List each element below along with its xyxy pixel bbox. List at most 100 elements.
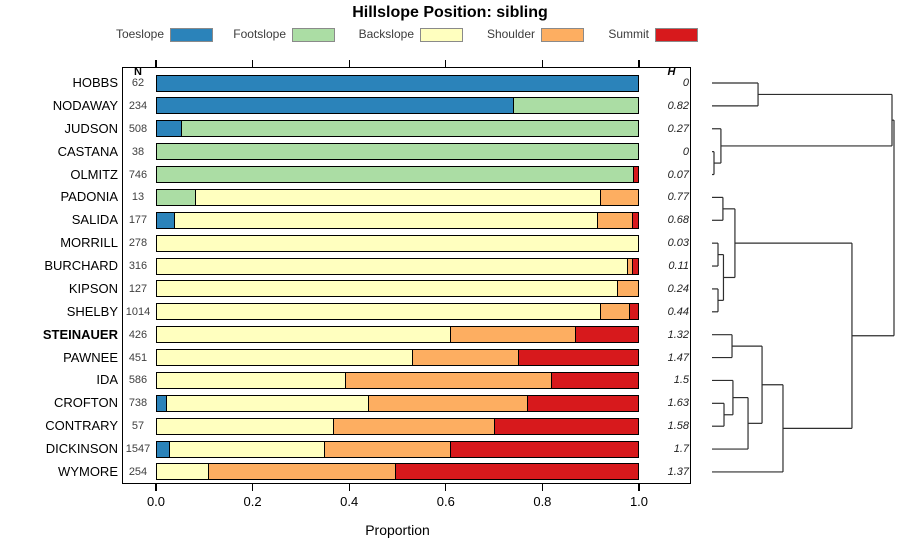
bar-segment-backslope (157, 304, 600, 320)
n-value: 177 (128, 214, 148, 227)
h-value: 0.44 (667, 305, 689, 318)
bar-segment-summit (551, 372, 638, 388)
row-label: KIPSON (68, 280, 118, 296)
n-value: 234 (128, 99, 148, 112)
bar-segment-summit (395, 464, 638, 480)
row-label: PAWNEE (63, 349, 118, 365)
bar (156, 188, 639, 206)
bar-segment-toeslope (157, 212, 174, 228)
row-label: CROFTON (53, 395, 118, 411)
row-label: SHELBY (66, 303, 118, 319)
axis-tick-label: 0.0 (146, 494, 166, 509)
bar (156, 440, 639, 458)
axis-tick-label: 1.0 (629, 494, 649, 509)
n-value: 13 (131, 191, 145, 204)
row-label: MORRILL (60, 235, 118, 251)
bar-segment-shoulder (616, 281, 638, 297)
row-label: SALIDA (71, 212, 118, 228)
bar-segment-shoulder (597, 212, 633, 228)
bar (156, 326, 639, 344)
n-value: 254 (128, 465, 148, 478)
row-label: STEINAUER (42, 326, 118, 342)
bar (156, 349, 639, 367)
bar-segment-shoulder (626, 258, 633, 274)
bar (156, 74, 639, 92)
legend-swatch (541, 28, 584, 42)
row-label: HOBBS (72, 75, 118, 90)
bar (156, 417, 639, 435)
legend-label: Footslope (233, 27, 286, 41)
bar (156, 463, 639, 481)
row-label: NODAWAY (52, 97, 118, 113)
h-value: 0.77 (667, 191, 689, 204)
x-axis-label: Proportion (365, 522, 430, 538)
bar-segment-backslope (157, 281, 617, 297)
bar-segment-backslope (157, 418, 334, 434)
h-value: 1.63 (667, 397, 689, 410)
h-value: 0.03 (667, 237, 689, 250)
bar-segment-footslope (157, 144, 638, 160)
bar-segment-shoulder (207, 464, 396, 480)
bar-segment-footslope (181, 121, 638, 137)
bar (156, 371, 639, 389)
axis-tick-top (252, 60, 254, 67)
bar-segment-shoulder (333, 418, 494, 434)
bar (156, 120, 639, 138)
bar-segment-backslope (157, 327, 451, 343)
bar-segment-shoulder (599, 304, 629, 320)
axis-tick-top (638, 60, 640, 67)
bar-segment-summit (628, 304, 638, 320)
bar-segment-summit (493, 418, 638, 434)
axis-tick-label: 0.6 (436, 494, 455, 509)
bar-segment-backslope (157, 464, 208, 480)
axis-tick-bottom (638, 484, 640, 491)
n-value: 316 (128, 260, 148, 273)
axis-tick-top (348, 60, 350, 67)
axis-tick-bottom (155, 484, 157, 491)
chart-title: Hillslope Position: sibling (352, 4, 548, 21)
bar (156, 166, 639, 184)
bar-segment-summit (575, 327, 638, 343)
h-value: 0.82 (667, 99, 689, 112)
plot-box (122, 67, 691, 484)
bar-segment-toeslope (157, 75, 638, 91)
bar (156, 97, 639, 115)
axis-tick-bottom (348, 484, 350, 491)
n-value: 1014 (125, 305, 151, 318)
row-label: IDA (96, 372, 118, 388)
row-label: JUDSON (64, 120, 118, 136)
bar-segment-shoulder (599, 189, 638, 205)
bar-segment-backslope (157, 235, 638, 251)
h-value: 1.47 (667, 351, 689, 364)
bar-segment-shoulder (368, 395, 527, 411)
row-label: OLMITZ (70, 166, 118, 182)
h-value: 1.5 (673, 374, 689, 387)
bar-segment-backslope (166, 395, 369, 411)
legend-label: Shoulder (486, 27, 535, 41)
legend-swatch (420, 28, 463, 42)
n-value: 1547 (125, 443, 151, 456)
bar-segment-backslope (157, 372, 345, 388)
axis-tick-top (541, 60, 543, 67)
bar (156, 394, 639, 412)
axis-tick-bottom (252, 484, 254, 491)
bar (156, 143, 639, 161)
axis-tick-bottom (445, 484, 447, 491)
h-value: 1.37 (667, 465, 689, 478)
bar-segment-shoulder (411, 350, 518, 366)
bar-segment-backslope (173, 212, 598, 228)
h-value: 0.24 (667, 282, 689, 295)
bar-segment-summit (526, 395, 638, 411)
bar-segment-shoulder (344, 372, 552, 388)
bar-segment-backslope (169, 441, 325, 457)
bar-segment-footslope (512, 98, 638, 114)
bar-segment-summit (517, 350, 638, 366)
axis-tick-label: 0.8 (533, 494, 552, 509)
n-value: 738 (128, 397, 148, 410)
row-label: WYMORE (58, 463, 118, 479)
row-label: CONTRARY (45, 418, 118, 434)
n-value: 508 (128, 122, 148, 135)
bar-segment-backslope (195, 189, 600, 205)
